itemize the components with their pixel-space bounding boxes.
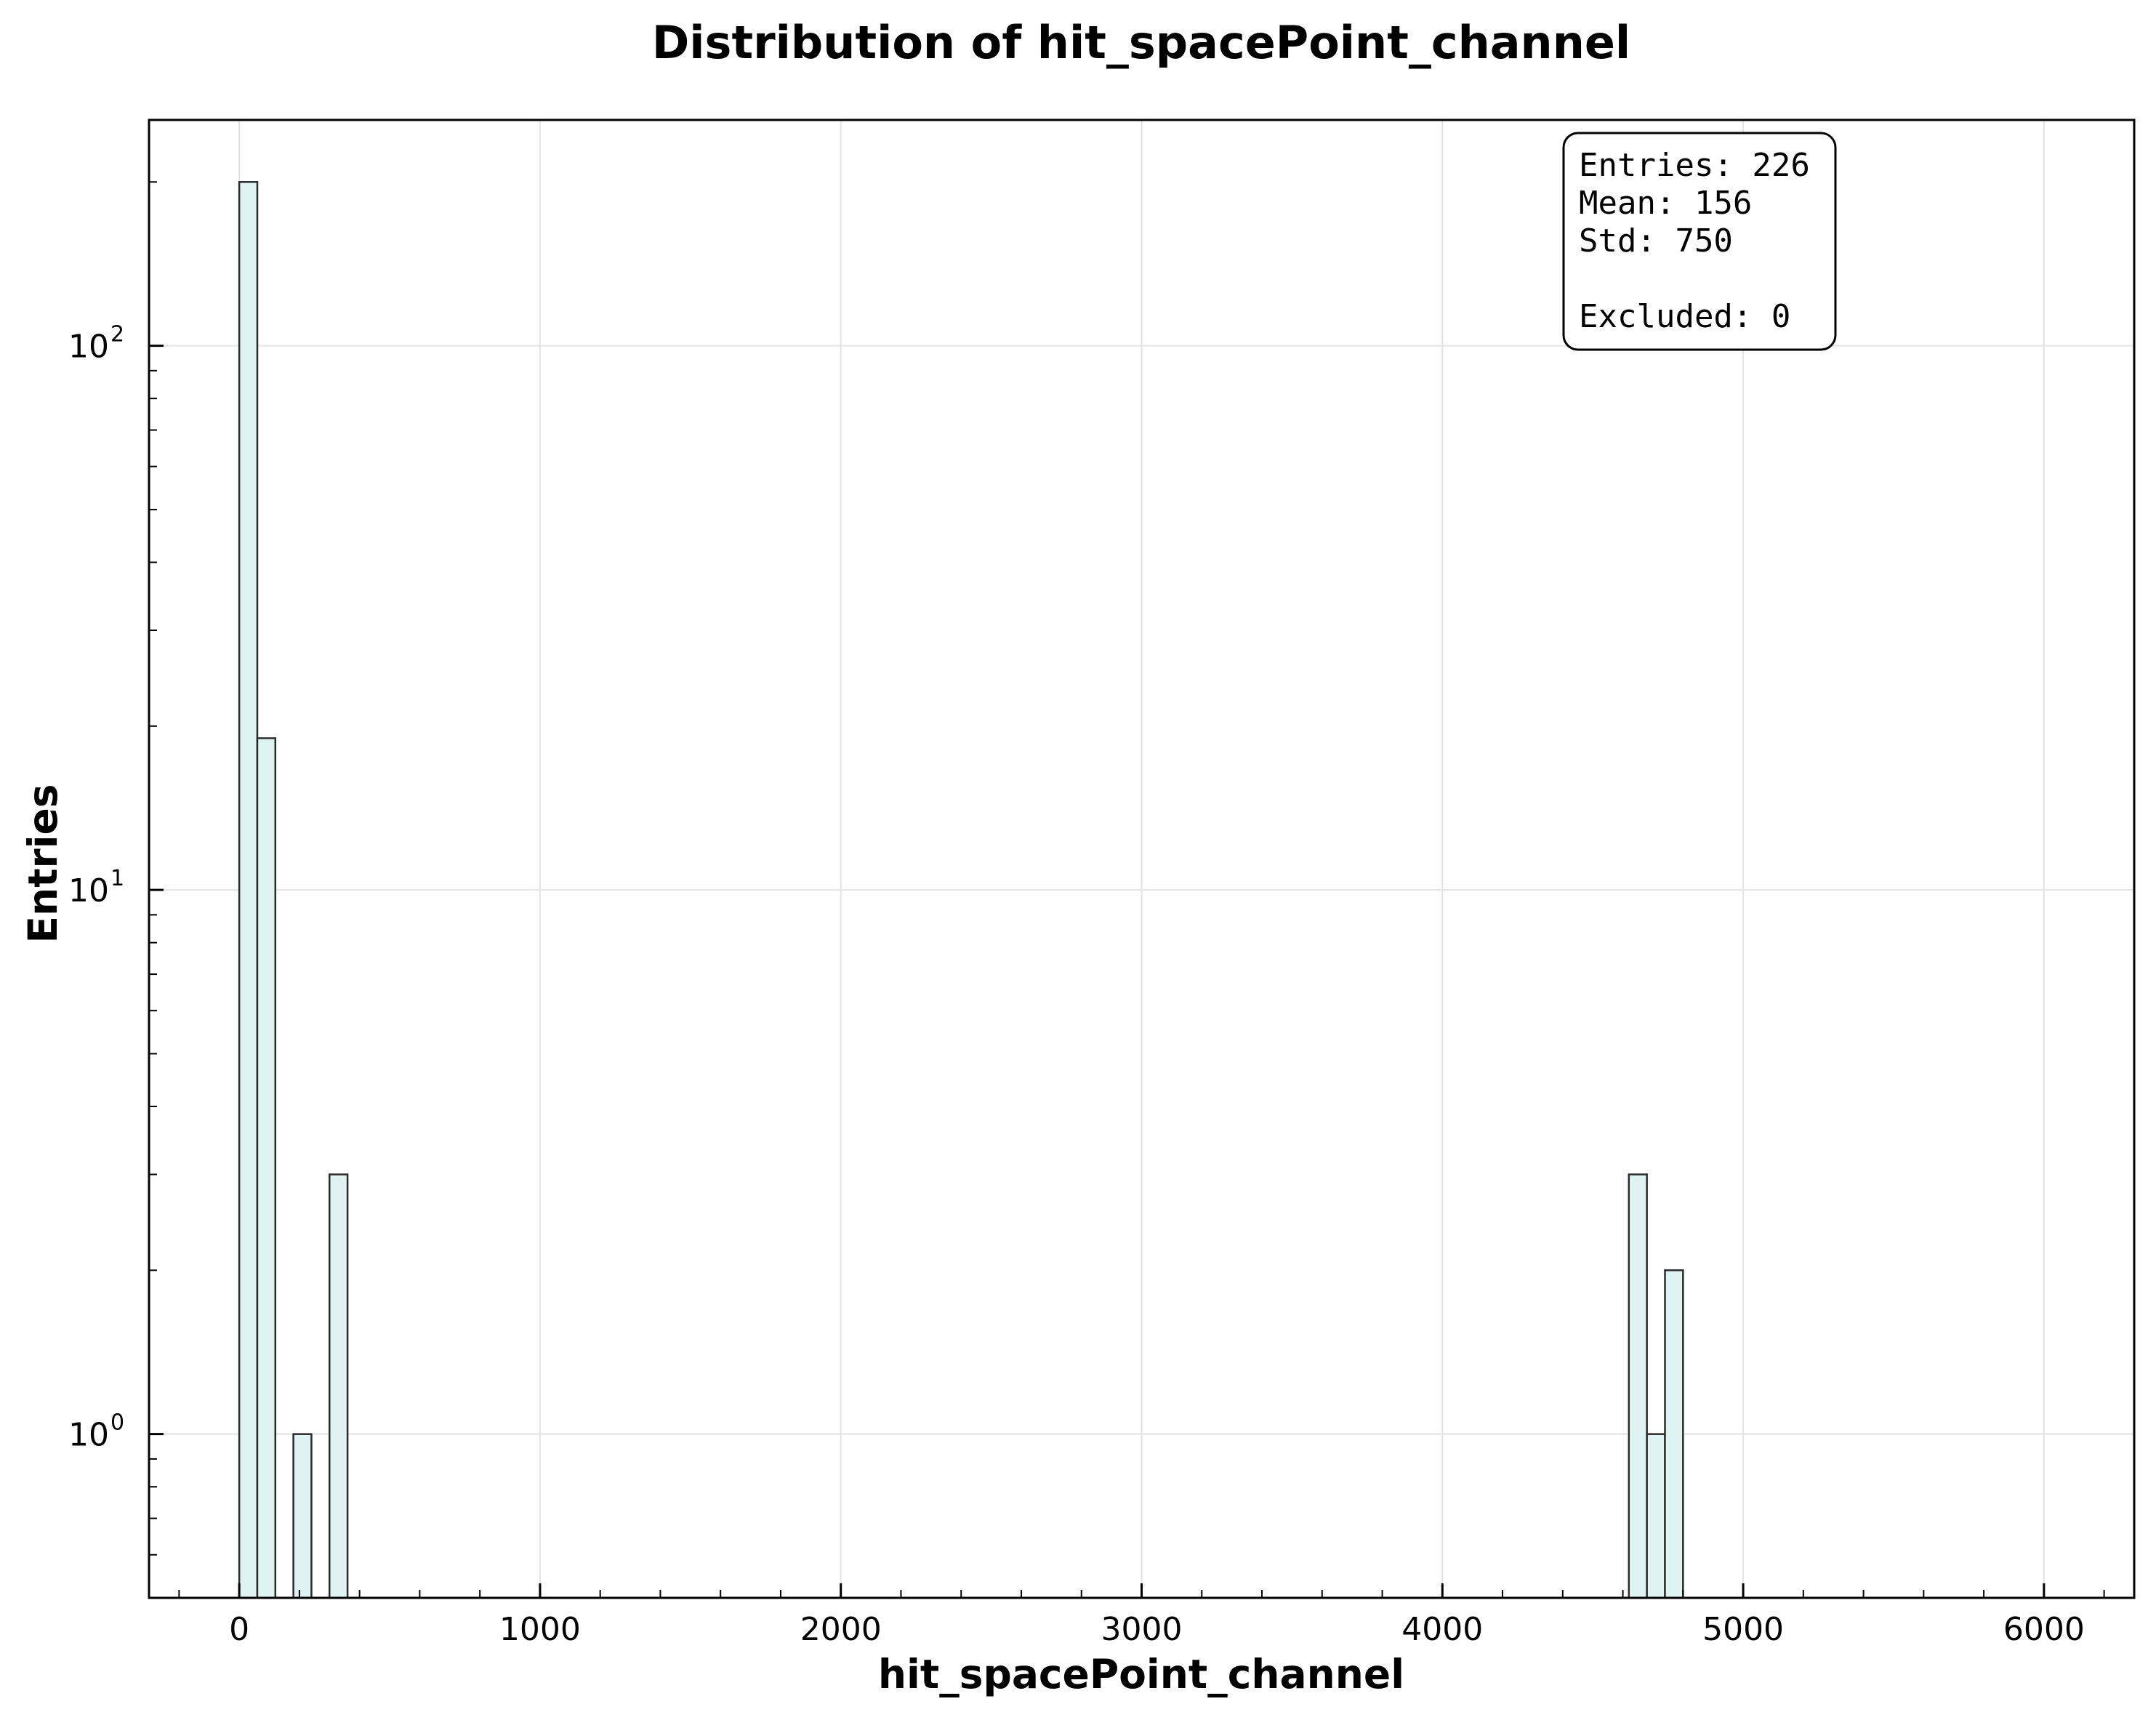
y-tick-label: 10: [68, 1417, 109, 1454]
y-tick-exponent: 2: [110, 322, 124, 347]
stats-mean: Mean: 156: [1579, 185, 1752, 222]
x-tick-label: 1000: [499, 1611, 581, 1648]
x-tick-label: 6000: [2003, 1611, 2085, 1648]
stats-box: Entries: 226 Mean: 156 Std: 750 Excluded…: [1562, 132, 1837, 351]
y-tick-exponent: 0: [110, 1410, 124, 1436]
histogram-bar: [329, 1173, 349, 1599]
stats-excluded: Excluded: 0: [1579, 298, 1790, 335]
x-axis-label: hit_spacePoint_channel: [878, 1651, 1404, 1697]
chart-title: Distribution of hit_spacePoint_channel: [652, 16, 1630, 69]
x-tick-label: 0: [229, 1611, 249, 1648]
histogram-bar: [292, 1433, 313, 1599]
histogram-bar: [1664, 1269, 1684, 1599]
x-tick-label: 4000: [1401, 1611, 1483, 1648]
y-tick-exponent: 1: [110, 866, 124, 891]
histogram-bar: [1646, 1433, 1666, 1599]
y-tick-label: 10: [68, 872, 109, 909]
stats-entries: Entries: 226: [1579, 147, 1810, 184]
x-tick-label: 5000: [1702, 1611, 1784, 1648]
x-tick-label: 3000: [1101, 1611, 1183, 1648]
stats-box-frame: [1562, 132, 1837, 351]
histogram-bar: [238, 181, 259, 1599]
stats-std: Std: 750: [1579, 222, 1733, 260]
histogram-bars: [238, 181, 1684, 1599]
histogram-bar: [1628, 1173, 1648, 1599]
y-axis-label: Entries: [20, 784, 66, 943]
y-tick-label: 10: [68, 329, 109, 366]
histogram-bar: [256, 737, 277, 1599]
x-tick-label: 2000: [800, 1611, 882, 1648]
